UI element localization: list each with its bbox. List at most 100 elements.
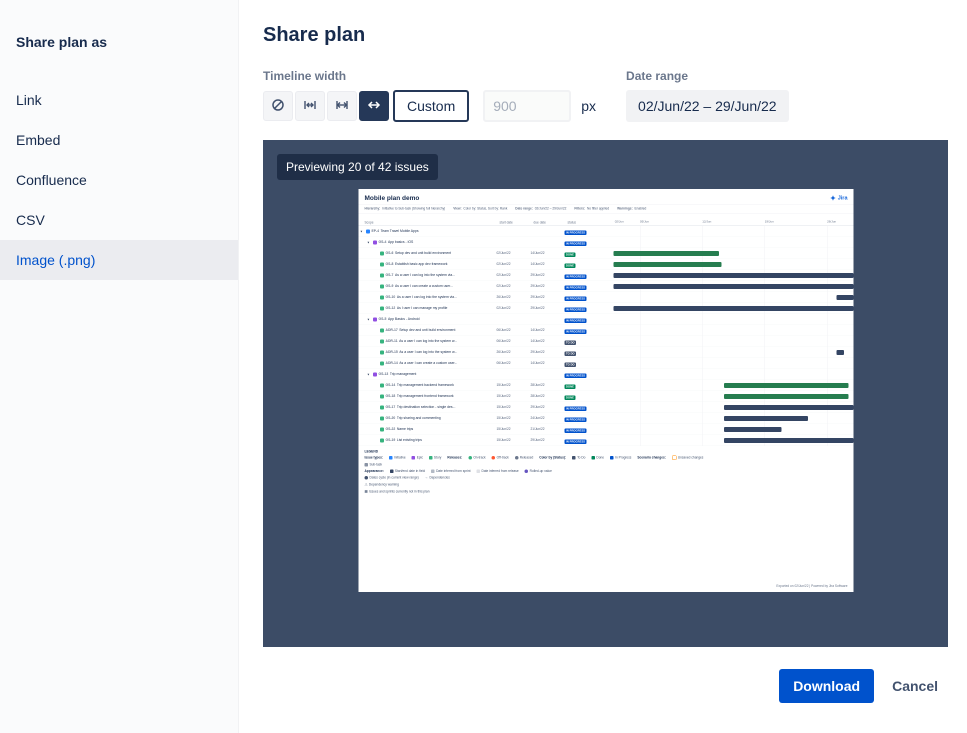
legend-swatch	[524, 469, 528, 473]
legend-swatch	[491, 456, 495, 460]
issue-key: GS-10	[385, 295, 395, 300]
sidebar-item-csv[interactable]: CSV	[16, 212, 45, 228]
timeline-cell	[613, 325, 853, 336]
due-date-cell: 24/Jun/22	[530, 416, 545, 421]
gantt-bar	[613, 306, 853, 311]
status-cell: DONE	[561, 392, 613, 401]
sidebar-item-embed[interactable]: Embed	[16, 132, 61, 148]
due-date-cell: 29/Jun/22	[530, 438, 545, 443]
legend-item: ▦ Issues and sprints currently not in thi…	[364, 489, 429, 494]
issue-summary: Trip management frontend framework	[396, 394, 454, 399]
jira-star-icon	[829, 194, 836, 201]
issue-key: GS-9	[385, 284, 393, 289]
legend-item: Story	[428, 456, 441, 460]
download-button[interactable]: Download	[779, 669, 875, 703]
timeline-cell	[613, 413, 853, 424]
jira-logo: Jira	[829, 194, 847, 201]
width-value-input[interactable]	[483, 90, 572, 122]
status-cell: IN PROGRESS	[561, 282, 613, 291]
status-cell: IN PROGRESS	[561, 238, 613, 247]
timeline-cell	[613, 281, 853, 292]
legend-item: To Do	[571, 456, 585, 460]
due-date-cell: 14/Jun/22	[530, 251, 545, 256]
legend-swatch	[514, 456, 518, 460]
issue-key: GS-7	[385, 273, 393, 278]
status-badge: IN PROGRESS	[564, 417, 587, 422]
timeline-tick: 05/Jun	[639, 220, 649, 224]
due-date-cell: 14/Jun/22	[530, 361, 545, 366]
start-date-cell: 02/Jun/22	[496, 306, 511, 311]
timeline-cell	[613, 292, 853, 303]
gantt-bar	[723, 416, 808, 421]
plan-row: GS-8 Establish basic app dev framework 02/…	[358, 259, 853, 270]
width-option-fixed-button[interactable]	[295, 91, 325, 121]
timeline-cell	[613, 402, 853, 413]
issue-key: GS-14	[385, 383, 395, 388]
legend-item: Color by (Status):	[538, 456, 566, 460]
status-badge: IN PROGRESS	[564, 318, 587, 323]
custom-width-button[interactable]: Custom	[393, 90, 470, 122]
timeline-tick: 02/Jun	[614, 220, 624, 224]
status-cell: DONE	[561, 249, 613, 258]
width-option-none-button[interactable]	[263, 91, 293, 121]
sidebar-title: Share plan as	[16, 34, 108, 50]
cancel-button[interactable]: Cancel	[882, 669, 948, 703]
timeline-cell	[613, 248, 853, 259]
status-cell: TO DO	[561, 337, 613, 346]
start-date-cell: 15/Jun/22	[496, 427, 511, 432]
legend-item: Epic	[411, 456, 422, 460]
width-option-fit-button[interactable]	[327, 91, 357, 121]
status-cell: IN PROGRESS	[561, 271, 613, 280]
issue-key: ADR-11	[385, 339, 398, 344]
status-badge: IN PROGRESS	[564, 274, 587, 279]
width-controls: Custom px	[263, 90, 596, 122]
sidebar-nav: Link Embed Confluence CSV Image (.png)	[0, 80, 238, 280]
story-issue-icon	[379, 350, 384, 355]
legend-glyph-icon: ⚠	[364, 483, 367, 487]
sidebar-item-image-png[interactable]: Image (.png)	[0, 240, 238, 280]
plan-filter: Filters: No filter applied	[573, 207, 609, 211]
timeline-cell	[613, 259, 853, 270]
status-cell: IN PROGRESS	[561, 315, 613, 324]
legend-item: Sub-task	[364, 463, 382, 467]
timeline-ticks: 02/Jun 05/Jun 12/Jun 19/Jun 26/Jun	[613, 214, 853, 225]
epic-issue-icon	[372, 240, 377, 245]
timeline-tick: 26/Jun	[826, 220, 836, 224]
plan-title: Mobile plan demo	[364, 194, 419, 202]
story-issue-icon	[379, 383, 384, 388]
status-badge: IN PROGRESS	[564, 307, 587, 312]
start-date-cell: 15/Jun/22	[496, 416, 511, 421]
issue-key: ADR-17	[385, 328, 398, 333]
status-badge: IN PROGRESS	[564, 439, 587, 444]
story-issue-icon	[379, 328, 384, 333]
due-date-cell: 14/Jun/22	[530, 262, 545, 267]
plan-row: GS-20 Trip sharing and commenting 15/Jun/2…	[358, 413, 853, 424]
start-date-cell: 02/Jun/22	[496, 251, 511, 256]
timeline-tick: 12/Jun	[701, 220, 711, 224]
circle-slash-icon	[271, 98, 285, 115]
legend-line: Appearance: Start/end date in field Date i…	[364, 469, 847, 473]
story-issue-icon	[379, 427, 384, 432]
legend-item: Issue types:	[364, 456, 383, 460]
issue-summary: As a user I can create a custom user...	[398, 361, 457, 366]
start-date-cell: 15/Jun/22	[496, 405, 511, 410]
issue-summary: Trip destination selection - single des.…	[396, 405, 455, 410]
legend-item: In Progress	[609, 456, 631, 460]
legend-item: Dates cycle (in current view range)	[364, 476, 418, 480]
plan-row: ▾ EP-4 Team Travel Mobile Apps IN PROGRESS	[358, 226, 853, 237]
story-issue-icon	[379, 405, 384, 410]
issue-key: GS-8	[385, 262, 393, 267]
plan-row: GS-17 Trip destination selection - single…	[358, 402, 853, 413]
legend-line: ⚠ Dependency warning	[364, 483, 847, 487]
sidebar-item-confluence[interactable]: Confluence	[16, 172, 87, 188]
page-title: Share plan	[263, 24, 366, 46]
plan-row: GS-14 Trip management backend framework 15…	[358, 380, 853, 391]
width-option-custom-selected-button[interactable]	[359, 91, 389, 121]
arrows-outward-icon	[335, 98, 349, 115]
jira-brand-label: Jira	[837, 194, 847, 201]
date-range-button[interactable]: 02/Jun/22 – 29/Jun/22	[626, 90, 789, 122]
status-badge: IN PROGRESS	[564, 296, 587, 301]
sidebar-item-link[interactable]: Link	[16, 92, 42, 108]
start-date-cell: 06/Jun/22	[496, 328, 511, 333]
plan-filter: Date range: 02/Jun/22 – 29/Jun/22	[514, 207, 566, 211]
